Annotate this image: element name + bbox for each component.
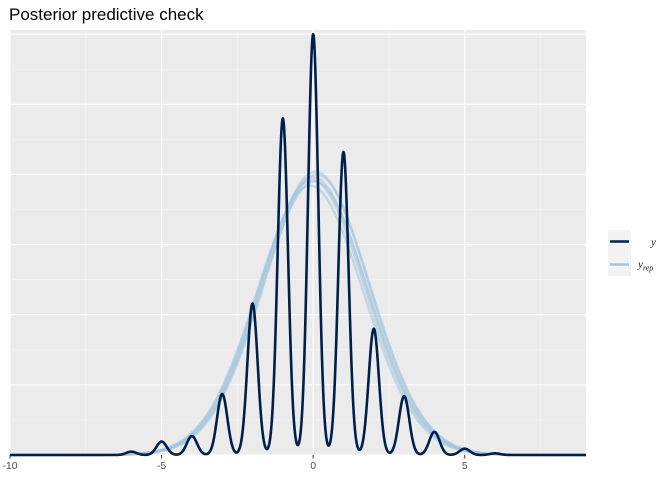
x-tick-label: 5 [462, 460, 468, 472]
legend: y yrep [608, 230, 656, 276]
legend-label-yrep: yrep [637, 259, 653, 273]
y-series [9, 32, 587, 457]
chart-title: Posterior predictive check [9, 5, 204, 24]
x-tick-label: -10 [2, 460, 17, 472]
x-tick-label: -5 [157, 460, 166, 472]
legend-label-y: y [650, 237, 656, 249]
x-axis: -10 -5 0 5 [2, 455, 468, 472]
y-line [9, 32, 587, 457]
grid [9, 30, 586, 456]
x-tick-label: 0 [310, 460, 316, 472]
legend-key-background [608, 230, 631, 276]
plot-panel [10, 30, 586, 455]
